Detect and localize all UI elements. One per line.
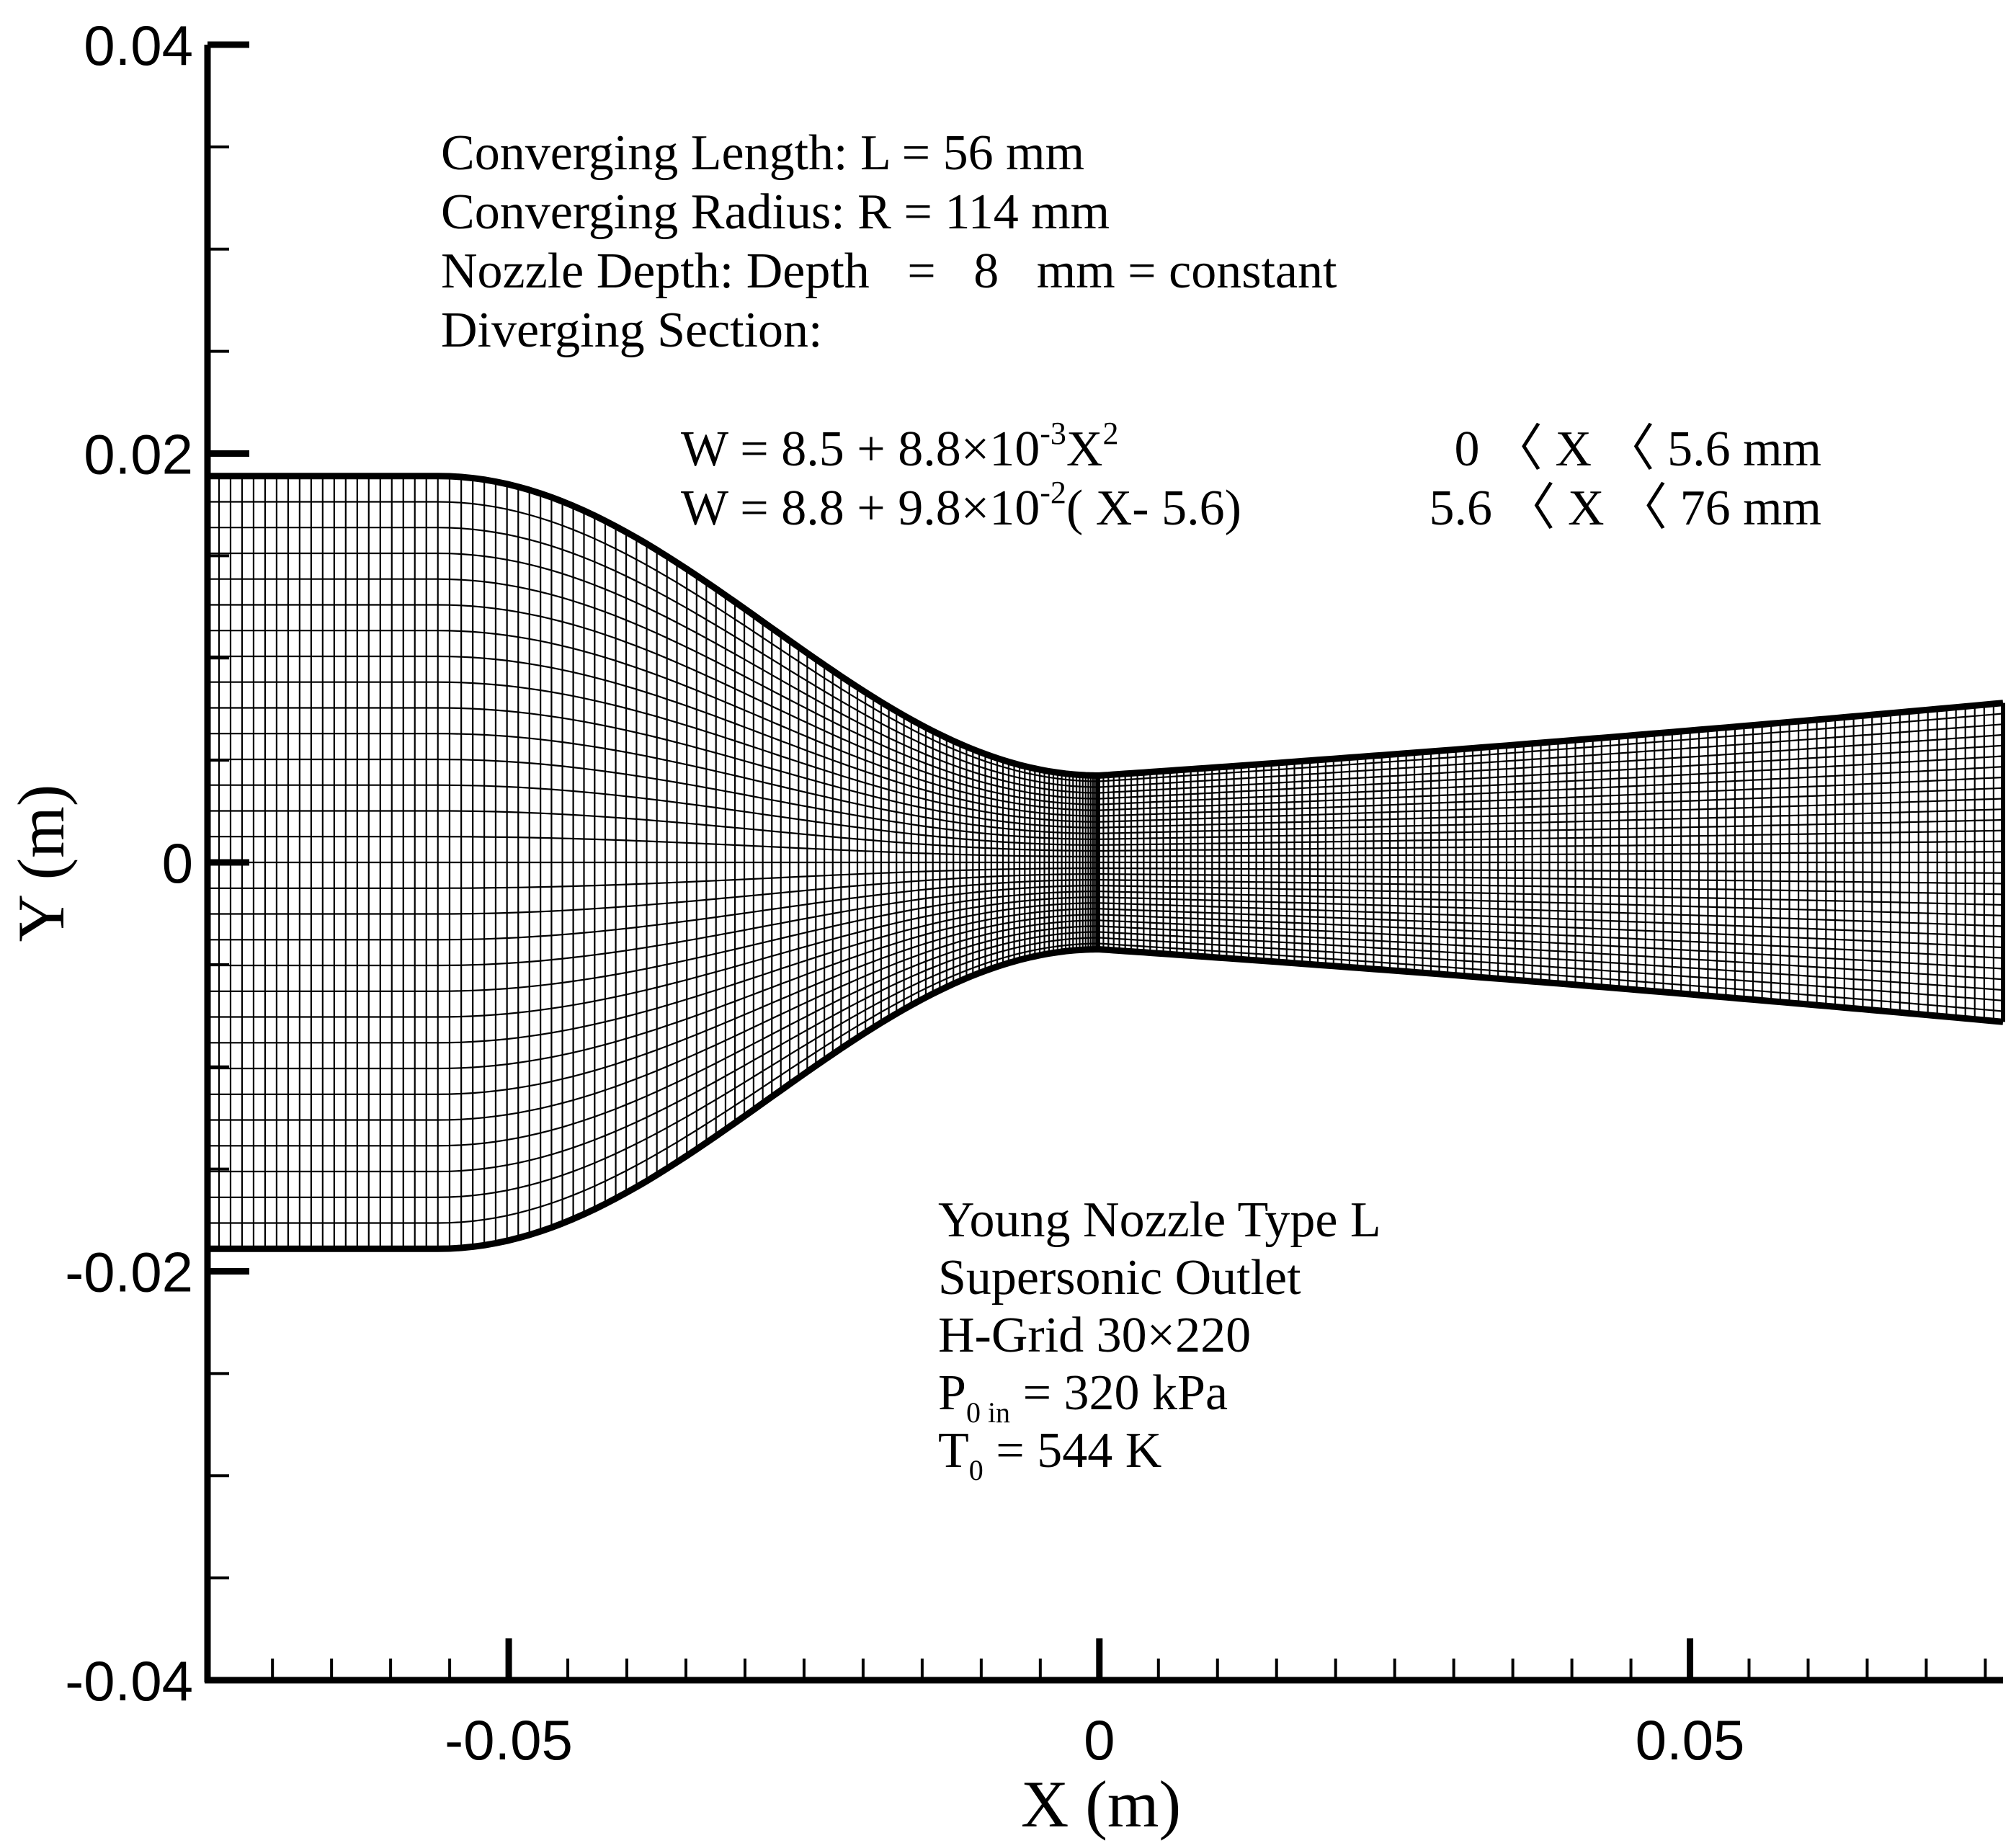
equation-2-main: W = 8.8 + 9.8×10 xyxy=(681,481,1040,536)
mesh-row-line xyxy=(208,919,2004,1121)
mesh-row-line xyxy=(208,885,2004,967)
nozzle-type-text: Young Nozzle Type L xyxy=(938,1192,1381,1248)
mesh-row-line xyxy=(208,931,2004,1173)
mesh-row-line xyxy=(208,908,2004,1070)
mesh-row-line xyxy=(208,655,2004,817)
nozzle-walls xyxy=(208,473,2005,1252)
mesh-row-line xyxy=(208,758,2004,840)
mesh-row-line xyxy=(208,937,2004,1198)
mesh-row-line xyxy=(208,925,2004,1147)
equation-2: W = 8.8 + 9.8×10-2( X- 5.6) xyxy=(681,475,1241,536)
outlet-type-text: Supersonic Outlet xyxy=(938,1250,1301,1306)
lower-wall xyxy=(208,946,2004,1252)
equation-2-tail: ( X- 5.6) xyxy=(1066,481,1241,536)
case-annotation: Young Nozzle Type L Supersonic Outlet H-… xyxy=(938,1192,1381,1486)
pressure-subscript: 0 in xyxy=(966,1396,1010,1429)
equation-1-range: 0 〈 X 〈 5.6 mm xyxy=(1455,421,1821,477)
mesh-row-line xyxy=(208,879,2004,941)
x-axis-title: X (m) xyxy=(1021,1767,1181,1841)
mesh-row-line xyxy=(208,578,2004,800)
mesh-row-line xyxy=(208,914,2004,1095)
mesh-row-line xyxy=(208,707,2004,829)
equation-1-main: W = 8.5 + 8.8×10 xyxy=(681,421,1040,477)
inlet-temperature-text: T0 = 544 K xyxy=(938,1423,1161,1486)
x-tick-label: -0.05 xyxy=(445,1708,573,1772)
mesh-row-line xyxy=(208,896,2004,1018)
mesh-row-line xyxy=(208,867,2004,889)
equation-2-range: 5.6 〈 X 〈 76 mm xyxy=(1430,481,1821,536)
converging-length-text: Converging Length: L = 56 mm xyxy=(441,125,1084,181)
mesh-row-line xyxy=(208,527,2004,788)
grid-size-text: H-Grid 30×220 xyxy=(938,1308,1251,1363)
mesh-row-line xyxy=(208,810,2004,852)
mesh-row-line xyxy=(208,733,2004,834)
equation-2-exponent: -2 xyxy=(1040,475,1066,510)
mesh-row-line xyxy=(208,552,2004,794)
pressure-symbol: P xyxy=(938,1365,966,1421)
computational-mesh xyxy=(206,475,2004,1250)
mesh-row-line xyxy=(208,836,2004,858)
inlet-pressure-text: P0 in = 320 kPa xyxy=(938,1365,1228,1429)
mesh-row-line xyxy=(208,873,2004,915)
temperature-symbol: T xyxy=(938,1423,969,1478)
y-tick-label: -0.02 xyxy=(65,1241,193,1304)
equation-1-variable-exponent: 2 xyxy=(1102,416,1118,451)
diverging-section-text: Diverging Section: xyxy=(441,303,822,358)
upper-wall xyxy=(208,473,2004,779)
y-tick-label: 0.02 xyxy=(84,423,193,486)
temperature-value: = 544 K xyxy=(984,1423,1162,1478)
mesh-row-line xyxy=(208,604,2004,806)
mesh-row-line xyxy=(208,501,2004,782)
mesh-row-line xyxy=(208,784,2004,846)
x-tick-label: 0 xyxy=(1084,1708,1115,1772)
mesh-row-line xyxy=(208,942,2004,1224)
temperature-subscript: 0 xyxy=(969,1454,984,1486)
converging-radius-text: Converging Radius: R = 114 mm xyxy=(441,184,1110,240)
y-tick-label: -0.04 xyxy=(65,1649,193,1713)
x-tick-label: 0.05 xyxy=(1636,1708,1745,1772)
equation-1-variable: X xyxy=(1066,421,1103,477)
axes: 0.04 0.02 0 -0.02 -0.04 -0.05 0 0.05 xyxy=(65,14,2003,1772)
mesh-row-line xyxy=(208,630,2004,811)
mesh-row-line xyxy=(208,891,2004,992)
nozzle-depth-text: Nozzle Depth: Depth = 8 mm = constant xyxy=(441,244,1337,299)
y-tick-label: 0.04 xyxy=(84,14,193,77)
equation-1-exponent: -3 xyxy=(1040,416,1066,451)
y-tick-label: 0 xyxy=(162,831,193,895)
equation-1: W = 8.5 + 8.8×10-3X2 xyxy=(681,416,1118,477)
y-axis-title: Y (m) xyxy=(4,785,78,942)
mesh-row-line xyxy=(208,902,2004,1044)
geometry-annotation: Converging Length: L = 56 mm Converging … xyxy=(441,125,1821,536)
mesh-row-line xyxy=(208,681,2004,823)
pressure-value: = 320 kPa xyxy=(1010,1365,1228,1421)
